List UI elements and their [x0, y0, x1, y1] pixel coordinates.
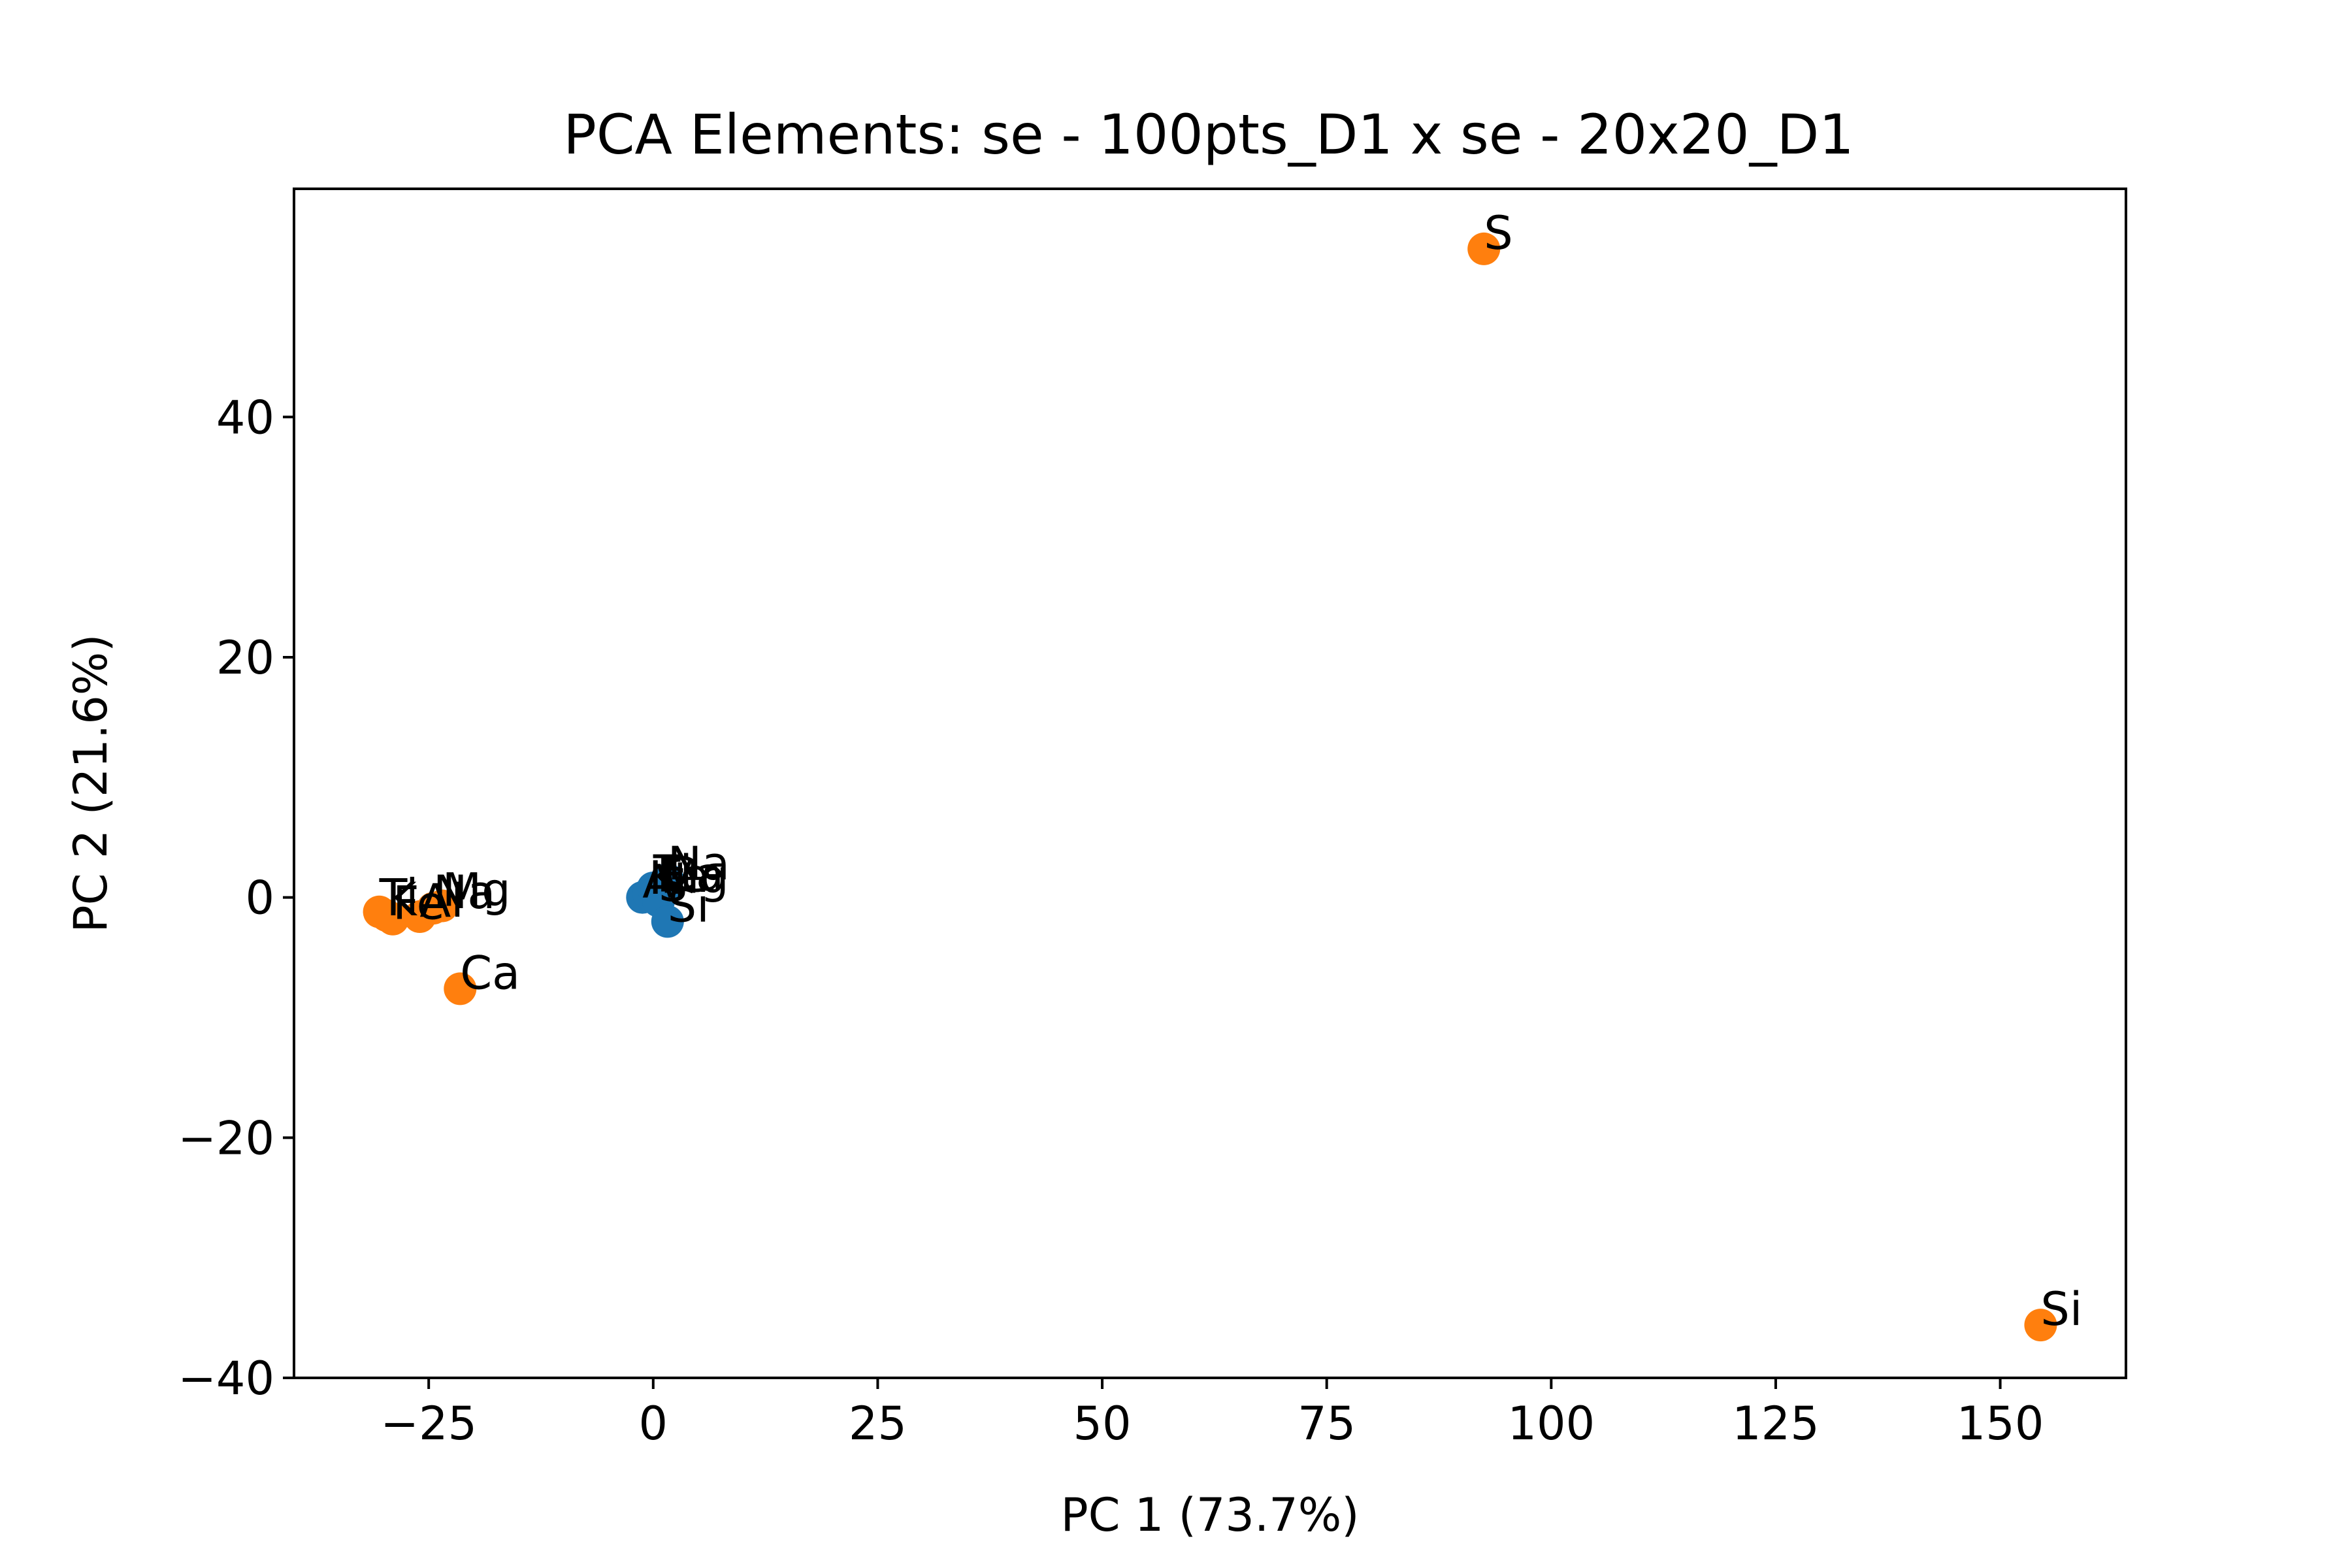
y-tick-label: −40: [178, 1352, 274, 1405]
plot-frame: [293, 188, 2127, 1379]
point-label: K: [387, 873, 418, 926]
x-tick-label: 75: [1298, 1397, 1356, 1450]
point-label: Ca: [460, 946, 520, 1000]
series-2: [363, 232, 2057, 1342]
point-label: Si: [2040, 1282, 2082, 1336]
x-tick-label: 0: [639, 1397, 668, 1450]
point-label: Ti: [379, 870, 419, 923]
chart-title: PCA Elements: se - 100pts_D1 x se - 20x2…: [563, 103, 1854, 167]
x-tick-label: 125: [1732, 1397, 1820, 1450]
point-label: Mg: [442, 864, 511, 917]
y-axis-label: PC 2 (21.6%): [64, 634, 118, 932]
y-tick-label: −20: [178, 1111, 274, 1165]
point-label: Al: [419, 874, 463, 928]
data-point: [651, 905, 684, 938]
point-label: Na: [433, 866, 495, 919]
x-tick-label: 25: [849, 1397, 907, 1450]
point-label: Mg: [661, 850, 729, 904]
data-point: [425, 889, 459, 923]
y-tick-label: 0: [245, 872, 274, 925]
point-label: Ti: [653, 845, 693, 899]
point-label: K: [649, 851, 680, 905]
x-axis: −25 0 25 50 75 100 125 150: [380, 1378, 2044, 1450]
data-point: [1467, 232, 1501, 265]
point-label: Ca: [664, 848, 724, 902]
x-tick-label: −25: [380, 1397, 477, 1450]
data-point: [376, 902, 410, 936]
y-tick-label: 40: [216, 391, 274, 444]
y-tick-label: 20: [216, 631, 274, 685]
point-label: Na: [668, 837, 730, 890]
x-tick-label: 100: [1508, 1397, 1595, 1450]
series-1: [626, 863, 684, 938]
point-label: Si: [668, 879, 710, 932]
data-point: [444, 972, 477, 1005]
point-label: Fe: [393, 877, 445, 930]
x-axis-label: PC 1 (73.7%): [1060, 1488, 1359, 1542]
point-label: S: [1484, 206, 1512, 260]
y-axis: −40 −20 0 20 40: [178, 391, 294, 1405]
point-label: Al: [642, 855, 686, 909]
point-label: Fe: [657, 849, 709, 902]
x-tick-label: 150: [1957, 1397, 2044, 1450]
point-label: S: [659, 858, 687, 912]
data-point: [2024, 1309, 2057, 1342]
x-tick-label: 50: [1073, 1397, 1132, 1450]
